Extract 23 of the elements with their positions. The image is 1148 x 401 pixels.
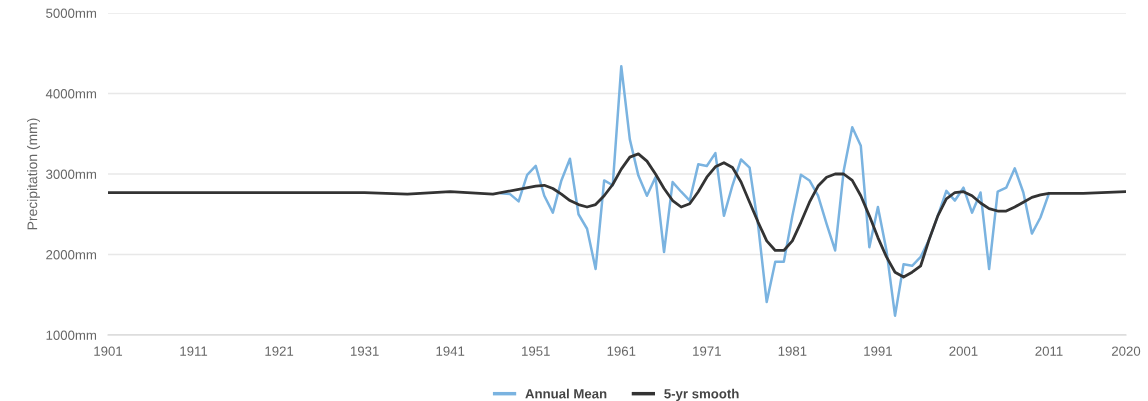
x-tick-label: 1981 [778, 346, 807, 356]
x-tick-label: 1921 [265, 346, 294, 356]
x-tick-label: 1961 [607, 346, 636, 356]
legend-label: Annual Mean [525, 388, 607, 399]
y-tick-label: 5000mm [46, 8, 97, 18]
y-axis-title: Precipitation (mm) [27, 118, 40, 230]
x-tick-label: 1931 [350, 346, 379, 356]
x-tick-label: 1901 [94, 346, 123, 356]
x-tick-label: 2020 [1111, 346, 1141, 356]
y-tick-label: 3000mm [46, 169, 97, 179]
x-tick-label: 1941 [436, 346, 465, 356]
y-tick-label: 1000mm [46, 330, 97, 340]
x-tick-label: 1951 [522, 346, 550, 356]
y-tick-label: 4000mm [45, 89, 97, 99]
x-tick-label: 1971 [693, 346, 721, 356]
x-tick-label: 2011 [1035, 346, 1063, 356]
x-tick-label: 1991 [864, 346, 892, 356]
line-series [108, 152, 1126, 279]
x-tick-label: 2001 [949, 346, 978, 356]
x-tick-label: 1911 [180, 346, 208, 356]
line-series [500, 64, 1051, 317]
y-tick-label: 2000mm [46, 250, 97, 260]
legend-label: 5-yr smooth [664, 388, 739, 401]
